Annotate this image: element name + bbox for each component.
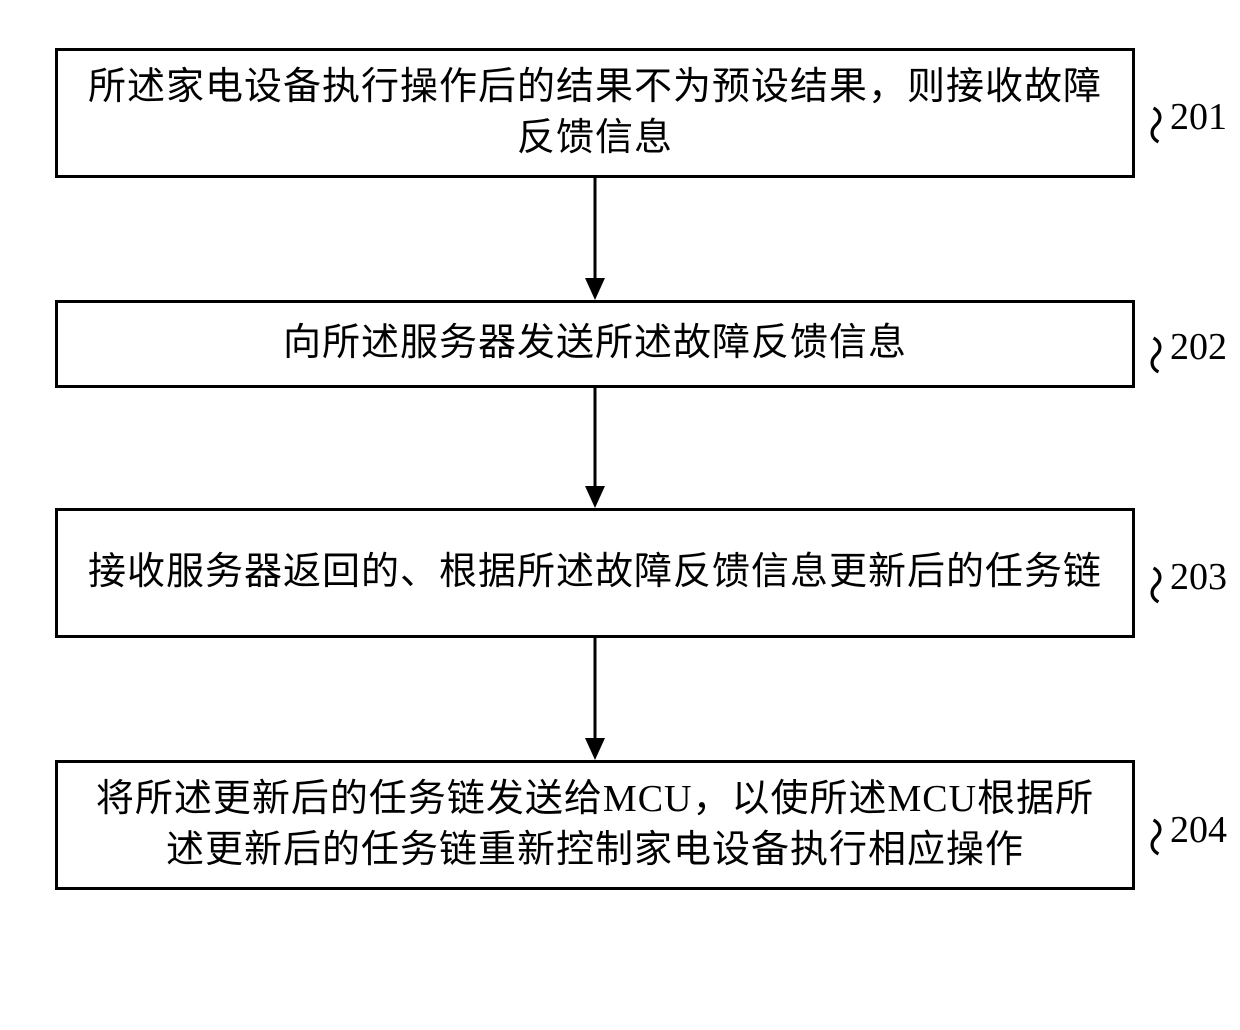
flow-node-4: 将所述更新后的任务链发送给MCU，以使所述MCU根据所述更新后的任务链重新控制家… xyxy=(55,760,1135,890)
flow-node-4-text: 将所述更新后的任务链发送给MCU，以使所述MCU根据所述更新后的任务链重新控制家… xyxy=(78,774,1112,877)
flow-node-2: 向所述服务器发送所述故障反馈信息 xyxy=(55,300,1135,388)
arrow-1 xyxy=(580,178,610,300)
flow-node-3-label: 203 xyxy=(1170,555,1227,599)
arrow-3 xyxy=(580,638,610,760)
flow-node-1-label: 201 xyxy=(1170,95,1227,139)
flow-node-1-text: 所述家电设备执行操作后的结果不为预设结果，则接收故障反馈信息 xyxy=(78,62,1112,165)
flow-node-3: 接收服务器返回的、根据所述故障反馈信息更新后的任务链 xyxy=(55,508,1135,638)
arrow-2 xyxy=(580,388,610,508)
flow-node-2-text: 向所述服务器发送所述故障反馈信息 xyxy=(283,318,907,369)
flow-node-4-label: 204 xyxy=(1170,808,1227,852)
flowchart-canvas: 所述家电设备执行操作后的结果不为预设结果，则接收故障反馈信息 〜 201 向所述… xyxy=(0,0,1240,1030)
flow-node-3-text: 接收服务器返回的、根据所述故障反馈信息更新后的任务链 xyxy=(88,547,1102,598)
flow-node-2-label: 202 xyxy=(1170,325,1227,369)
flow-node-1: 所述家电设备执行操作后的结果不为预设结果，则接收故障反馈信息 xyxy=(55,48,1135,178)
